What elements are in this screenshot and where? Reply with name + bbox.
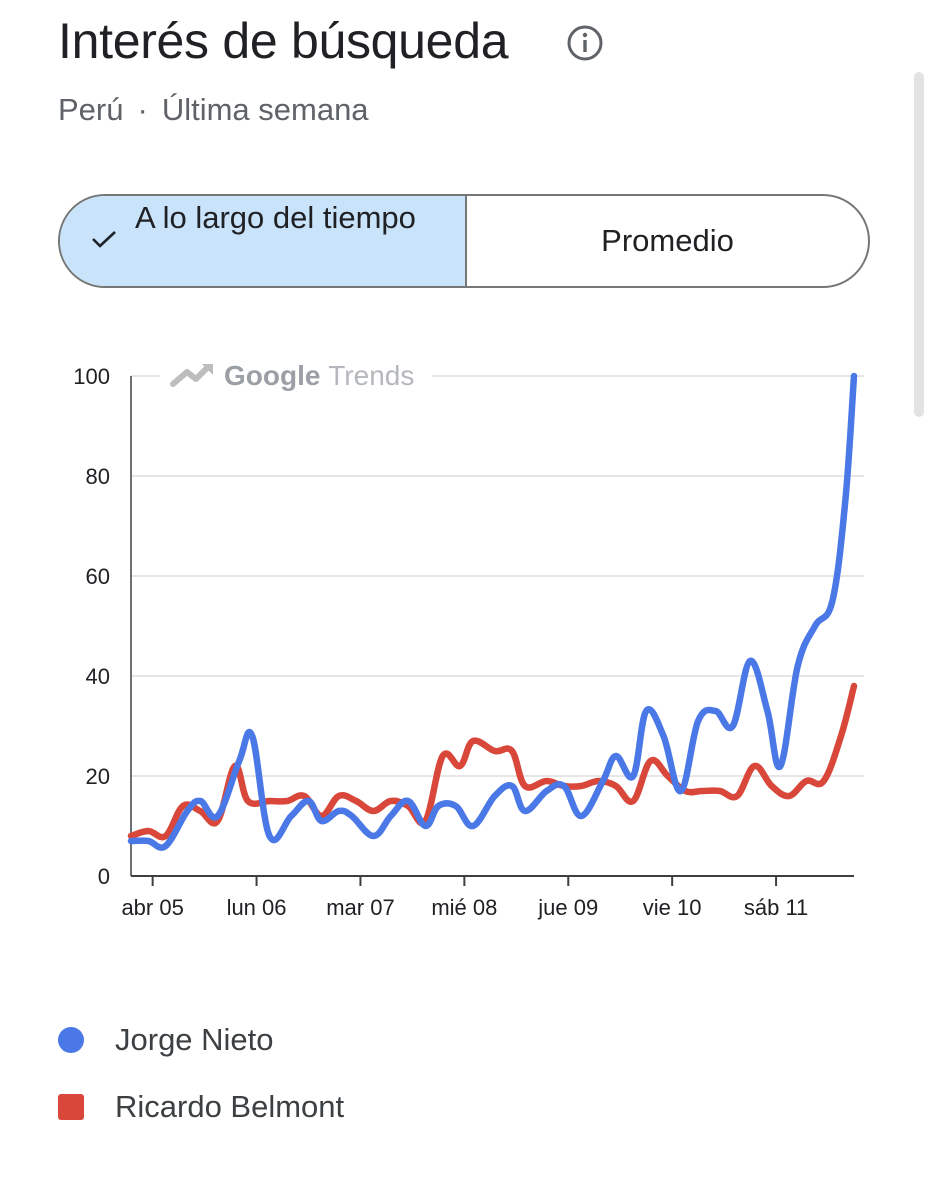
- y-tick-label: 0: [98, 864, 110, 889]
- page-title: Interés de búsqueda: [58, 13, 509, 69]
- toggle-average[interactable]: Promedio: [467, 196, 868, 286]
- toggle-over-time-label: A lo largo del tiempo: [135, 200, 416, 235]
- info-icon[interactable]: [566, 24, 604, 62]
- trends-logo-icon: [170, 364, 211, 387]
- series-line-jorge-nieto: [127, 372, 858, 851]
- toggle-over-time[interactable]: A lo largo del tiempo: [60, 196, 467, 286]
- legend-label-ricardo-belmont: Ricardo Belmont: [115, 1089, 345, 1124]
- google-trends-watermark: Google Trends: [160, 358, 432, 396]
- legend-label-jorge-nieto: Jorge Nieto: [115, 1022, 274, 1057]
- y-tick-label: 60: [86, 564, 110, 589]
- series-line-ricardo-belmont: [127, 682, 858, 841]
- check-icon: [92, 231, 116, 248]
- toggle-average-label: Promedio: [601, 223, 734, 258]
- scrollbar[interactable]: [914, 72, 924, 417]
- view-toggle: A lo largo del tiempo Promedio: [58, 194, 870, 288]
- x-tick-label: lun 06: [227, 895, 287, 920]
- trend-chart: 0 20 40 60 80 100 Google Trends abr 05 lun 06 m…: [73, 358, 864, 920]
- x-tick-label: mié 08: [431, 895, 497, 920]
- x-tick-label: mar 07: [326, 895, 394, 920]
- legend-swatch-ricardo-belmont: [58, 1094, 84, 1120]
- region-label: Perú: [58, 92, 124, 127]
- x-tick-label: jue 09: [537, 895, 598, 920]
- y-tick-label: 40: [86, 664, 110, 689]
- y-tick-label: 80: [86, 464, 110, 489]
- separator: ·: [137, 92, 148, 127]
- period-label: Última semana: [161, 92, 369, 127]
- watermark-text: Google Trends: [224, 360, 414, 391]
- legend-swatch-jorge-nieto: [58, 1027, 84, 1053]
- y-tick-label: 20: [86, 764, 110, 789]
- y-tick-label: 100: [73, 364, 110, 389]
- x-tick-label: sáb 11: [744, 895, 808, 920]
- x-tick-label: abr 05: [121, 895, 183, 920]
- subtitle: Perú · Última semana: [58, 92, 369, 128]
- legend-item-jorge-nieto[interactable]: Jorge Nieto: [58, 1022, 274, 1058]
- legend-item-ricardo-belmont[interactable]: Ricardo Belmont: [58, 1089, 344, 1125]
- x-tick-label: vie 10: [643, 895, 702, 920]
